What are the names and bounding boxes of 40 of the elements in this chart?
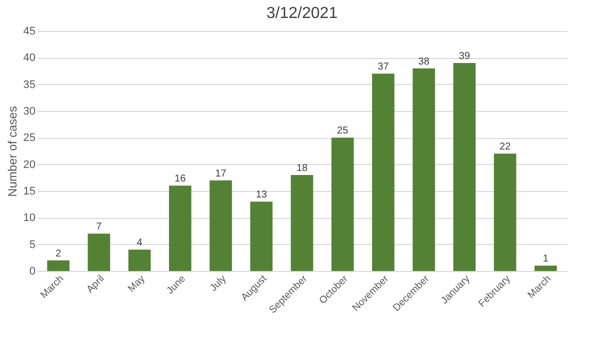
data-label: 25 [337,126,349,137]
data-label: 4 [136,238,143,249]
y-tick-label: 15 [23,186,36,198]
chart-title: 3/12/2021 [266,5,338,22]
data-label: 7 [96,222,102,233]
bar [290,175,314,271]
y-tick-label: 0 [29,266,36,278]
data-label: 17 [215,168,227,180]
x-tick-label: July [208,274,229,294]
y-tick-label: 40 [23,52,36,64]
data-label: 38 [418,56,430,68]
y-tick-label: 20 [23,158,36,171]
y-tick-label: 35 [23,78,36,91]
bar [534,266,557,271]
bar [47,260,70,271]
y-tick-label: 45 [23,26,36,38]
y-tick-label: 10 [23,212,36,224]
bar [250,202,273,271]
bar [372,74,394,271]
data-label: 2 [56,248,62,260]
y-tick-label: 30 [23,106,36,118]
bar [168,186,192,271]
data-label: 16 [174,174,186,185]
data-label: 13 [256,190,268,201]
data-label: 1 [542,254,549,265]
y-axis-title: Number of cases [5,106,20,197]
y-tick-label: 25 [23,132,36,144]
data-label: 18 [296,163,308,174]
data-label: 37 [378,62,390,73]
x-tick-label: May [126,274,148,295]
bar [128,250,151,271]
data-label: 39 [458,51,470,62]
bar [453,63,476,271]
bar [412,68,436,271]
data-label: 22 [500,142,512,153]
bar [494,154,516,271]
bar [88,234,110,271]
bar [210,180,232,271]
y-tick-label: 5 [29,238,36,251]
bar [331,138,354,271]
